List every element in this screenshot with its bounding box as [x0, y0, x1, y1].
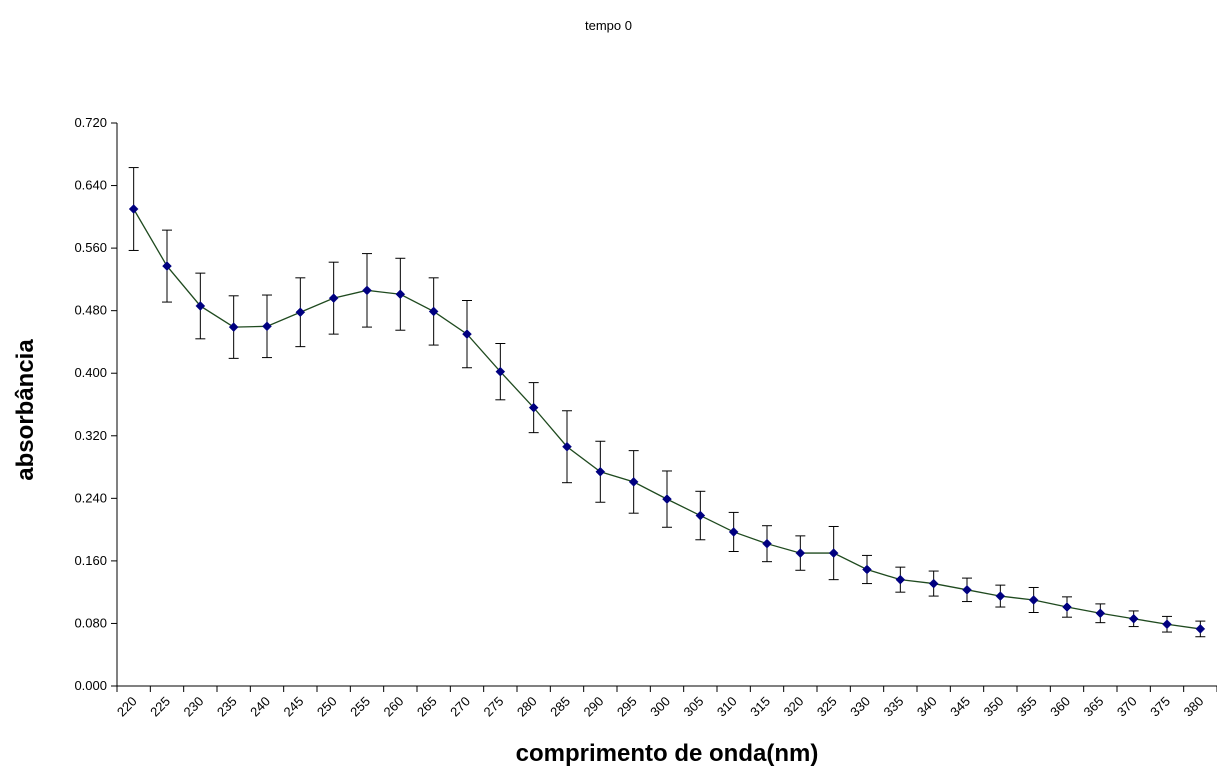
x-tick-label: 380 [1181, 694, 1207, 720]
data-point [362, 285, 372, 296]
y-tick-label: 0.640 [74, 178, 107, 193]
x-tick-label: 315 [747, 694, 773, 720]
data-point [428, 306, 439, 317]
x-tick-label: 285 [547, 694, 573, 720]
y-tick-label: 0.320 [74, 428, 107, 443]
series-line [133, 208, 1201, 630]
x-tick-label: 375 [1147, 694, 1173, 720]
data-point [595, 466, 606, 477]
data-point [562, 441, 572, 452]
y-tick-label: 0.720 [74, 115, 107, 130]
y-tick-label: 0.160 [74, 553, 107, 568]
x-tick-label: 320 [781, 694, 807, 720]
y-tick-label: 0.560 [74, 240, 107, 255]
data-point [1162, 619, 1172, 630]
x-tick-label: 260 [381, 694, 407, 720]
data-point [662, 494, 672, 504]
x-tick-label: 240 [247, 694, 273, 720]
x-tick-label: 290 [581, 694, 607, 720]
data-point [728, 527, 739, 537]
x-tick-label: 330 [847, 694, 873, 720]
x-tick-label: 370 [1114, 694, 1140, 720]
x-axis-label: comprimento de onda(nm) [515, 740, 819, 767]
x-tick-label: 310 [714, 694, 740, 720]
data-point [628, 477, 639, 487]
x-tick-label: 300 [647, 694, 673, 720]
data-point [862, 564, 872, 575]
data-point [295, 307, 306, 318]
x-tick-label: 355 [1014, 694, 1040, 720]
data-point [128, 204, 139, 214]
x-tick-label: 270 [447, 694, 473, 720]
x-tick-label: 265 [414, 694, 440, 720]
data-point [162, 261, 172, 271]
x-tick-label: 360 [1047, 694, 1073, 720]
data-point [395, 289, 406, 300]
x-tick-label: 280 [514, 694, 540, 720]
data-point [328, 293, 339, 304]
x-tick-label: 245 [281, 694, 307, 720]
data-point [995, 591, 1006, 601]
x-tick-label: 275 [481, 694, 507, 720]
data-point [262, 321, 272, 332]
data-point [695, 510, 706, 521]
x-tick-label: 235 [214, 694, 240, 720]
x-tick-label: 225 [147, 694, 173, 720]
x-tick-label: 340 [914, 694, 940, 720]
data-point [795, 548, 806, 558]
chart-title: tempo 0 [585, 18, 632, 33]
y-tick-label: 0.400 [74, 365, 107, 380]
data-point [762, 538, 772, 549]
data-point [495, 366, 506, 377]
data-point [895, 574, 906, 585]
data-point [828, 548, 839, 558]
x-tick-label: 255 [347, 694, 373, 720]
data-point [462, 329, 472, 339]
x-tick-label: 220 [114, 694, 140, 720]
x-tick-label: 350 [981, 694, 1007, 720]
data-point [228, 322, 239, 332]
y-tick-label: 0.080 [74, 615, 107, 630]
data-point [928, 578, 939, 589]
x-tick-label: 365 [1081, 694, 1107, 720]
x-tick-label: 250 [314, 694, 340, 720]
data-point [195, 301, 206, 311]
y-tick-label: 0.480 [74, 303, 107, 318]
x-tick-label: 325 [814, 694, 840, 720]
data-point [1195, 624, 1206, 634]
x-tick-label: 295 [614, 694, 640, 720]
x-tick-label: 335 [881, 694, 907, 720]
data-point [1095, 608, 1106, 619]
x-tick-label: 345 [947, 694, 973, 720]
data-point [962, 584, 972, 595]
y-tick-label: 0.000 [74, 678, 107, 693]
data-point [528, 402, 539, 413]
x-tick-label: 230 [181, 694, 207, 720]
x-tick-label: 305 [681, 694, 707, 720]
y-tick-label: 0.240 [74, 490, 107, 505]
data-point [1128, 613, 1139, 624]
data-point [1028, 595, 1039, 605]
data-point [1062, 602, 1072, 612]
